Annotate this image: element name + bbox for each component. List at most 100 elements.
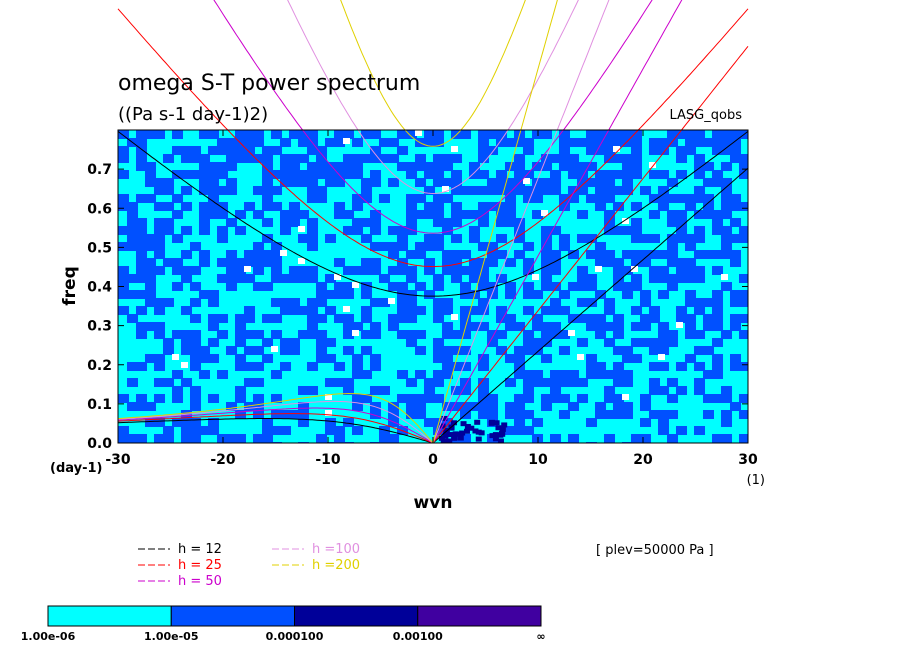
contour-cell: [199, 426, 210, 435]
contour-cell: [397, 370, 408, 379]
contour-cell: [298, 138, 309, 147]
contour-cell-dark: [478, 430, 485, 436]
contour-cell: [631, 162, 642, 171]
contour-cell: [460, 130, 471, 139]
contour-cell: [406, 194, 417, 203]
contour-cell: [127, 242, 138, 251]
contour-cell: [550, 170, 561, 179]
contour-cell: [649, 146, 660, 155]
contour-cell: [370, 218, 381, 227]
contour-cell: [505, 322, 516, 331]
contour-cell: [478, 322, 489, 331]
contour-cell: [730, 402, 741, 411]
contour-cell: [613, 402, 624, 411]
dispersion-curve-h12-rossby: [117, 418, 434, 444]
contour-cell: [361, 282, 372, 291]
contour-cell: [208, 298, 219, 307]
contour-cell: [370, 266, 381, 275]
contour-cell: [244, 314, 255, 323]
contour-cell: [658, 170, 669, 179]
contour-cell: [559, 138, 570, 147]
contour-cell: [604, 178, 615, 187]
contour-cell: [406, 378, 417, 387]
contour-cell: [721, 226, 732, 235]
contour-cell-white: [352, 330, 359, 336]
contour-cell: [136, 162, 147, 171]
contour-cell: [640, 434, 651, 443]
contour-cell: [595, 130, 606, 139]
contour-cell: [208, 146, 219, 155]
contour-cell-white: [577, 354, 584, 360]
contour-cell: [406, 306, 417, 315]
contour-cell: [685, 274, 696, 283]
contour-cell: [424, 234, 435, 243]
contour-cell: [127, 218, 138, 227]
contour-cell: [397, 314, 408, 323]
dispersion-curve-h25-rossby: [117, 413, 434, 444]
contour-cell: [712, 138, 723, 147]
contour-cell: [730, 314, 741, 323]
contour-cell: [406, 130, 417, 139]
dataset-label: LASG_qobs: [670, 108, 743, 123]
contour-cell: [433, 338, 444, 347]
contour-cell: [298, 418, 309, 427]
contour-cell: [343, 266, 354, 275]
contour-cell: [478, 202, 489, 211]
contour-cell: [271, 250, 282, 259]
contour-cell: [514, 234, 525, 243]
contour-cell: [604, 194, 615, 203]
contour-cell: [388, 434, 399, 443]
contour-cell: [658, 330, 669, 339]
contour-cell: [154, 266, 165, 275]
contour-cell: [721, 394, 732, 403]
contour-cell: [415, 242, 426, 251]
contour-cell: [460, 402, 471, 411]
contour-cell: [604, 146, 615, 155]
contour-cell: [568, 250, 579, 259]
contour-cell: [370, 354, 381, 363]
contour-cell: [478, 298, 489, 307]
dispersion-curve-h100-kelvin: [432, 0, 610, 444]
contour-cell: [604, 218, 615, 227]
contour-cell: [649, 250, 660, 259]
contour-cell: [136, 330, 147, 339]
contour-cell: [343, 346, 354, 355]
contour-cell: [136, 322, 147, 331]
contour-cell: [181, 146, 192, 155]
contour-cell: [433, 210, 444, 219]
contour-cell: [370, 146, 381, 155]
contour-cell: [145, 258, 156, 267]
contour-cell: [370, 330, 381, 339]
contour-cell: [694, 186, 705, 195]
contour-cell: [136, 154, 147, 163]
contour-cell-dark: [457, 435, 464, 441]
contour-cell: [217, 170, 228, 179]
contour-cell: [352, 226, 363, 235]
legend-label: h = 12: [178, 542, 222, 557]
contour-cell: [235, 410, 246, 419]
contour-cell: [721, 434, 732, 443]
contour-cell-white: [631, 266, 638, 272]
contour-cell: [541, 234, 552, 243]
contour-cell: [514, 370, 525, 379]
contour-cell: [172, 170, 183, 179]
contour-cell: [262, 146, 273, 155]
contour-cell: [613, 362, 624, 371]
level-note: [ plev=50000 Pa ]: [596, 543, 714, 558]
contour-cell: [181, 330, 192, 339]
contour-cell: [739, 202, 748, 211]
contour-cell: [622, 290, 633, 299]
contour-cell: [739, 290, 748, 299]
contour-cell: [667, 394, 678, 403]
contour-cell: [730, 250, 741, 259]
contour-cell-dark: [468, 425, 475, 431]
contour-cell: [433, 202, 444, 211]
contour-cell: [406, 170, 417, 179]
contour-cell: [487, 402, 498, 411]
contour-cell: [550, 378, 561, 387]
contour-cell: [694, 154, 705, 163]
contour-cell: [334, 282, 345, 291]
contour-cell: [649, 274, 660, 283]
contour-cell: [514, 418, 525, 427]
contour-cell: [145, 282, 156, 291]
